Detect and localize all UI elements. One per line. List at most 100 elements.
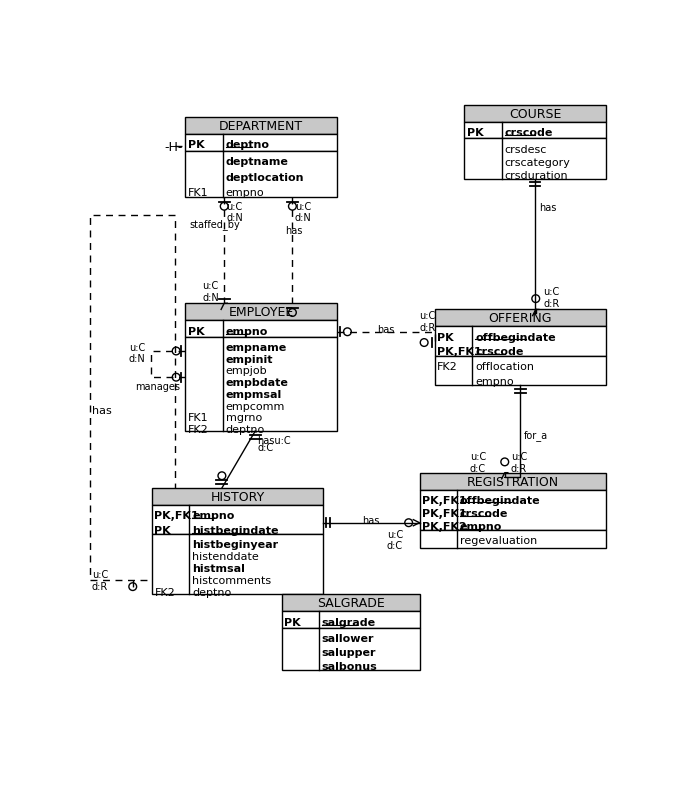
Text: histmsal: histmsal: [193, 564, 246, 573]
Text: empno: empno: [460, 522, 502, 532]
Bar: [435, 327, 606, 356]
Text: empname: empname: [226, 342, 287, 353]
Text: empinit: empinit: [226, 354, 273, 364]
Text: crscode: crscode: [505, 128, 553, 138]
Text: crscode: crscode: [460, 508, 508, 518]
Text: u:C
d:N: u:C d:N: [295, 201, 311, 223]
Text: u:C
d:R: u:C d:R: [511, 452, 527, 473]
Text: COURSE: COURSE: [509, 107, 561, 120]
Bar: [186, 152, 337, 198]
Text: manages: manages: [135, 382, 180, 391]
Text: empjob: empjob: [226, 366, 268, 376]
Bar: [152, 488, 323, 505]
Text: hasu:C: hasu:C: [257, 435, 291, 445]
Text: HISTORY: HISTORY: [210, 490, 264, 504]
Text: SALGRADE: SALGRADE: [317, 597, 384, 610]
Text: salgrade: salgrade: [322, 617, 376, 627]
Text: salbonus: salbonus: [322, 662, 377, 671]
Bar: [186, 304, 337, 321]
Bar: [420, 473, 606, 490]
Text: offlocation: offlocation: [475, 362, 534, 371]
Text: empno: empno: [226, 326, 268, 336]
Text: crscategory: crscategory: [505, 158, 571, 168]
Bar: [282, 594, 420, 611]
Text: OFFERING: OFFERING: [489, 312, 552, 325]
Text: PK,FK2: PK,FK2: [422, 522, 466, 532]
Text: deptlocation: deptlocation: [226, 172, 304, 182]
Text: deptname: deptname: [226, 157, 288, 167]
Text: EMPLOYEE: EMPLOYEE: [228, 306, 294, 319]
Bar: [186, 338, 337, 431]
Text: crscode: crscode: [475, 346, 524, 357]
Text: u:C
d:N: u:C d:N: [202, 281, 219, 302]
Bar: [186, 135, 337, 152]
Text: deptno: deptno: [226, 424, 265, 435]
Bar: [420, 530, 606, 549]
Text: histcomments: histcomments: [193, 576, 272, 585]
Bar: [464, 106, 606, 123]
Bar: [90, 216, 175, 581]
Text: staffed_by: staffed_by: [189, 219, 240, 230]
Text: u:C
d:N: u:C d:N: [129, 342, 146, 364]
Text: has: has: [377, 325, 394, 334]
Text: has: has: [285, 225, 302, 236]
Text: d:C: d:C: [257, 443, 274, 452]
Bar: [282, 611, 420, 629]
Bar: [464, 123, 606, 140]
Bar: [186, 321, 337, 338]
Text: regevaluation: regevaluation: [460, 536, 537, 546]
Text: has: has: [362, 516, 380, 525]
Bar: [435, 310, 606, 327]
Text: crsdesc: crsdesc: [505, 144, 547, 154]
Text: u:C
d:R: u:C d:R: [420, 311, 436, 332]
Bar: [186, 118, 337, 135]
Text: deptno: deptno: [193, 587, 232, 597]
Bar: [420, 490, 606, 530]
Text: u:C
d:C: u:C d:C: [470, 452, 486, 473]
Text: PK: PK: [466, 128, 484, 138]
Text: histenddate: histenddate: [193, 552, 259, 561]
Text: for_a: for_a: [524, 429, 549, 440]
Text: PK,FK1: PK,FK1: [422, 508, 466, 518]
Bar: [152, 535, 323, 594]
Text: empno: empno: [475, 376, 514, 386]
Text: PK: PK: [188, 140, 204, 150]
Text: PK: PK: [437, 332, 454, 342]
Text: PK,FK1: PK,FK1: [422, 495, 466, 505]
Text: offbegindate: offbegindate: [460, 495, 540, 505]
Text: REGISTRATION: REGISTRATION: [466, 475, 559, 488]
Text: empbdate: empbdate: [226, 378, 288, 387]
Text: PK: PK: [284, 617, 301, 627]
Text: mgrno: mgrno: [226, 413, 262, 423]
Text: empmsal: empmsal: [226, 390, 282, 399]
Text: deptno: deptno: [226, 140, 270, 150]
Bar: [464, 140, 606, 180]
Text: -H-: -H-: [164, 140, 182, 153]
Text: PK,FK1: PK,FK1: [437, 346, 482, 357]
Text: has: has: [92, 405, 111, 415]
Text: crsduration: crsduration: [505, 171, 569, 181]
Text: histbeginyear: histbeginyear: [193, 540, 279, 549]
Text: empno: empno: [226, 188, 264, 198]
Text: FK2: FK2: [437, 362, 458, 371]
Text: u:C
d:N: u:C d:N: [226, 201, 244, 223]
Bar: [152, 505, 323, 535]
Text: FK2: FK2: [155, 587, 175, 597]
Text: offbegindate: offbegindate: [475, 332, 556, 342]
Text: u:C
d:C: u:C d:C: [387, 529, 403, 551]
Text: PK: PK: [155, 525, 171, 535]
Text: empno: empno: [193, 511, 235, 520]
Text: histbegindate: histbegindate: [193, 525, 279, 535]
Text: empcomm: empcomm: [226, 401, 285, 411]
Text: sallower: sallower: [322, 634, 375, 643]
Text: PK: PK: [188, 326, 204, 336]
Bar: [435, 356, 606, 386]
Bar: [282, 629, 420, 670]
Text: u:C
d:R: u:C d:R: [544, 287, 560, 309]
Text: DEPARTMENT: DEPARTMENT: [219, 119, 303, 132]
Text: u:C
d:R: u:C d:R: [92, 569, 108, 591]
Text: FK2: FK2: [188, 424, 208, 435]
Text: FK1: FK1: [188, 188, 208, 198]
Text: has: has: [540, 202, 557, 213]
Text: PK,FK1: PK,FK1: [155, 511, 199, 520]
